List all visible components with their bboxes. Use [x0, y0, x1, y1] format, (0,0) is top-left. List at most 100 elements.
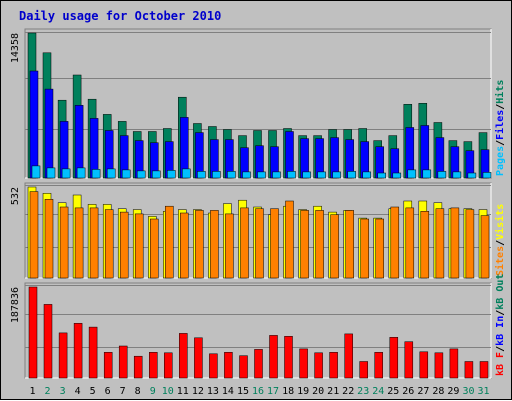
- x-tick-label: 25: [387, 386, 399, 397]
- bar-kb-f-21: [329, 352, 338, 379]
- bar-pages-27: [422, 169, 432, 179]
- bar-files-5: [89, 118, 99, 179]
- bar-pages-15: [242, 171, 251, 179]
- x-tick-label: 16: [252, 386, 264, 397]
- bar-pages-22: [347, 171, 356, 179]
- bar-kb-f-12: [194, 337, 203, 379]
- bar-sites-27: [420, 211, 430, 279]
- bar-kb-f-8: [133, 355, 143, 379]
- bar-pages-14: [227, 171, 236, 179]
- bar-kb-f-6: [103, 352, 113, 379]
- bar-sites-21: [330, 214, 339, 279]
- bar-kb-f-11: [179, 333, 188, 379]
- bar-kb-f-22: [344, 333, 353, 379]
- bar-sites-24: [375, 218, 384, 279]
- legend-entry: kB F: [495, 352, 506, 376]
- x-tick-label: 17: [267, 386, 279, 397]
- bar-kb-f-15: [239, 355, 248, 379]
- legend-entry: kB In: [495, 316, 506, 346]
- x-tick-label: 15: [237, 386, 249, 397]
- bar-sites-12: [195, 210, 204, 279]
- bar-kb-f-4: [73, 323, 83, 379]
- bar-pages-2: [46, 167, 56, 179]
- bar-pages-13: [212, 171, 221, 179]
- bar-kb-f-25: [389, 337, 399, 379]
- x-tick-label: 30: [462, 386, 474, 397]
- bar-pages-24: [377, 172, 386, 179]
- bar-files-1: [29, 70, 39, 179]
- bar-pages-12: [197, 171, 206, 179]
- x-axis-labels: 1 2 3 4 5 6 7 8 9 10 11 12 13 14 15 16 17 18 19 20 21 22 23 24 2…: [29, 386, 489, 397]
- legend-separator: /: [495, 104, 506, 110]
- bar-kb-f-9: [149, 352, 158, 379]
- x-tick-label: 19: [297, 386, 309, 397]
- bar-kb-f-3: [58, 332, 68, 379]
- legend-entry: Pages: [495, 146, 506, 176]
- bar-pages-21: [332, 171, 341, 179]
- bar-pages-18: [287, 171, 296, 179]
- bar-pages-29: [452, 171, 462, 179]
- x-tick-label: 24: [372, 386, 384, 397]
- y-max-label: 187836: [10, 287, 21, 323]
- bar-pages-26: [407, 169, 417, 179]
- bar-kb-f-18: [284, 336, 293, 379]
- x-tick-label: 18: [282, 386, 294, 397]
- bar-pages-8: [136, 170, 146, 179]
- x-tick-label: 6: [105, 386, 111, 397]
- bar-kb-f-23: [359, 361, 368, 379]
- bar-sites-4: [74, 207, 84, 279]
- x-tick-label: 2: [44, 386, 50, 397]
- bar-files-4: [74, 105, 84, 179]
- bar-sites-20: [315, 210, 324, 279]
- x-tick-label: 14: [222, 386, 234, 397]
- bar-sites-18: [285, 200, 294, 279]
- x-tick-label: 20: [312, 386, 324, 397]
- bar-sites-5: [89, 207, 99, 279]
- bar-pages-9: [152, 170, 161, 179]
- bar-sites-22: [345, 210, 354, 279]
- legend-entry: kB Out: [495, 274, 506, 310]
- x-tick-label: 28: [432, 386, 444, 397]
- bar-pages-3: [61, 168, 71, 179]
- bar-pages-10: [167, 170, 176, 179]
- bar-sites-25: [390, 206, 400, 279]
- x-tick-label: 8: [135, 386, 141, 397]
- bar-sites-7: [119, 211, 129, 279]
- x-tick-label: 1: [29, 386, 35, 397]
- x-tick-label: 21: [327, 386, 339, 397]
- x-tick-label: 7: [120, 386, 126, 397]
- bar-sites-6: [104, 209, 114, 279]
- legend-separator: /: [495, 140, 506, 146]
- bar-pages-17: [272, 171, 281, 179]
- bar-files-18: [285, 131, 294, 179]
- bar-sites-16: [255, 208, 264, 279]
- bar-pages-30: [467, 172, 477, 179]
- bar-pages-31: [482, 172, 492, 179]
- bar-sites-31: [480, 215, 490, 279]
- bar-sites-8: [134, 213, 144, 279]
- bar-kb-f-20: [314, 352, 323, 379]
- x-tick-label: 31: [477, 386, 489, 397]
- bar-sites-1: [29, 191, 39, 279]
- legend-separator: /: [495, 310, 506, 316]
- bar-pages-28: [437, 171, 447, 179]
- bar-pages-11: [182, 168, 191, 179]
- legend-entry: Files: [494, 110, 506, 140]
- x-tick-label: 5: [90, 386, 96, 397]
- legend-entry: Hits: [494, 80, 506, 104]
- x-tick-label: 3: [60, 386, 66, 397]
- bar-sites-3: [59, 206, 69, 279]
- bar-kb-f-5: [88, 326, 98, 379]
- bar-kb-f-27: [419, 351, 429, 379]
- bar-kb-f-30: [464, 361, 474, 379]
- legend-text: Sites/Visits: [494, 204, 506, 276]
- bar-kb-f-2: [43, 304, 53, 379]
- bar-kb-f-29: [449, 348, 459, 379]
- bar-sites-17: [270, 208, 279, 279]
- y-max-label: 14358: [10, 33, 21, 63]
- legend-text: Pages/Files/Hits: [494, 80, 506, 176]
- bar-kb-f-16: [254, 349, 263, 379]
